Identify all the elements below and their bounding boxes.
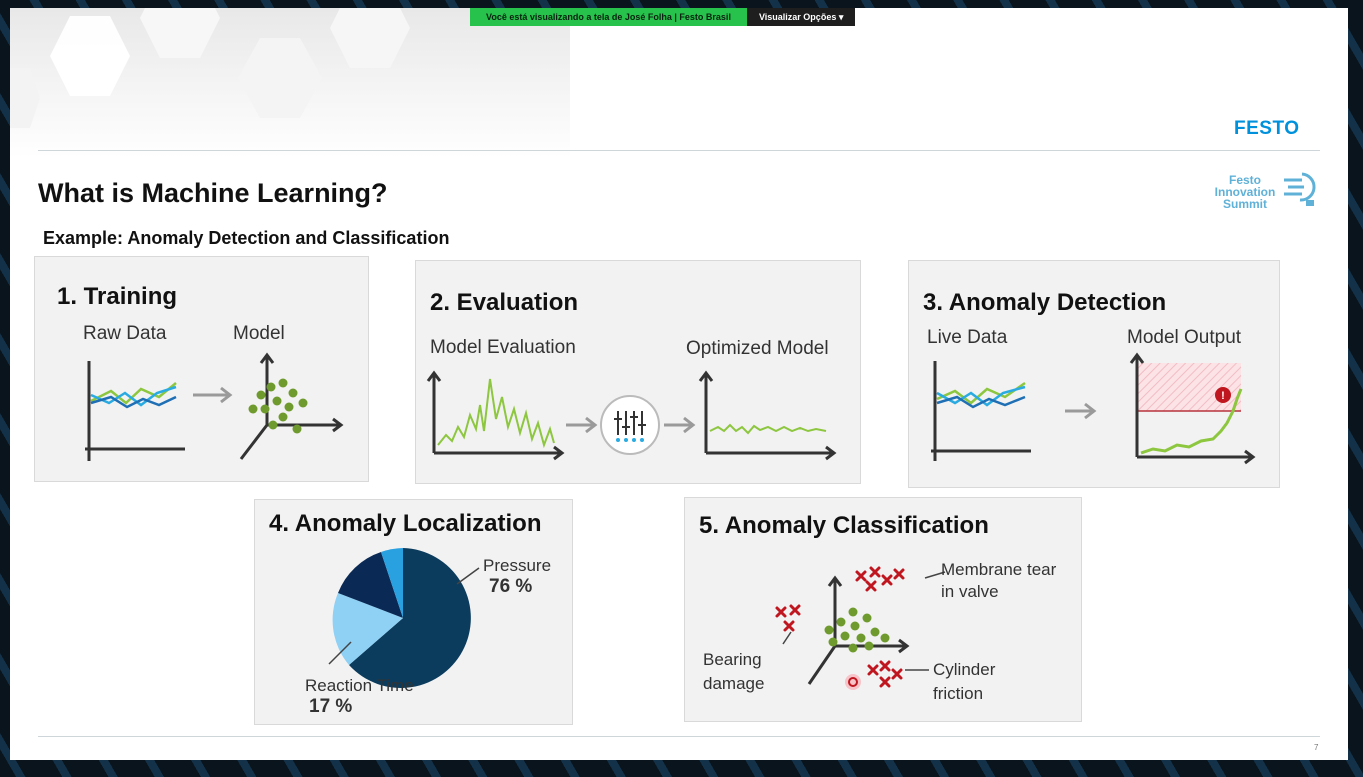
- pressure-value: 76 %: [489, 576, 533, 597]
- slide-subtitle: Example: Anomaly Detection and Classific…: [43, 228, 450, 248]
- tuning-sliders-icon: [600, 395, 660, 455]
- footer-divider: [38, 736, 1320, 737]
- optimized-model-chart: [698, 370, 837, 461]
- raw-data-chart: [85, 361, 185, 461]
- model-output-label: Model Output: [1127, 327, 1242, 348]
- header-divider: [38, 150, 1320, 151]
- membrane-tear-label-line2: in valve: [941, 582, 999, 601]
- chevron-down-icon: ▾: [838, 12, 844, 22]
- model-evaluation-chart: [426, 370, 565, 461]
- bearing-damage-label-line1: Bearing: [703, 650, 762, 669]
- cylinder-friction-label-line1: Cylinder: [933, 660, 996, 679]
- raw-data-label: Raw Data: [83, 323, 167, 344]
- hexagon-decoration: [10, 8, 570, 158]
- summit-line1: Festo: [1228, 173, 1261, 187]
- presentation-slide: FESTO What is Machine Learning? Example:…: [10, 8, 1348, 760]
- anomaly-classification-title: 5. Anomaly Classification: [699, 512, 989, 539]
- training-title: 1. Training: [57, 283, 178, 310]
- screen-share-notice: Você está visualizando a tela de José Fo…: [470, 8, 747, 26]
- reaction-time-label: Reaction Time: [305, 676, 414, 695]
- innovation-summit-logo: Festo Innovation Summit: [1210, 170, 1325, 214]
- pie-leader-lines: [328, 567, 480, 665]
- model-3d-scatter: [239, 352, 344, 460]
- evaluation-title: 2. Evaluation: [430, 289, 579, 316]
- arrow-right-icon: [566, 416, 598, 434]
- screen-share-bar: Você está visualizando a tela de José Fo…: [470, 8, 856, 26]
- model-output-chart: !: [1129, 352, 1256, 465]
- view-options-label: Visualizar Opções: [758, 12, 837, 22]
- lightbulb-icon: [1284, 172, 1316, 206]
- anomaly-detection-title: 3. Anomaly Detection: [923, 289, 1167, 316]
- anomaly-detection-panel: 3. Anomaly Detection Live Data Model Out…: [908, 260, 1280, 488]
- arrow-right-icon: [1065, 402, 1097, 420]
- arrow-right-icon: [664, 416, 696, 434]
- summit-line3: Summit: [1222, 197, 1267, 211]
- live-data-chart: [931, 361, 1031, 461]
- slide-title: What is Machine Learning?: [38, 178, 388, 208]
- optimized-model-label: Optimized Model: [686, 338, 829, 359]
- svg-text:!: !: [1221, 390, 1225, 402]
- pressure-label: Pressure: [483, 556, 552, 575]
- anomaly-localization-panel: 4. Anomaly Localization Pressure 76 % Re…: [254, 499, 573, 725]
- festo-logo: FESTO: [1234, 118, 1300, 139]
- anomaly-classification-panel: 5. Anomaly Classification: [684, 497, 1082, 722]
- summit-line2: Innovation: [1214, 185, 1276, 199]
- page-number: 7: [1314, 743, 1319, 752]
- training-panel: 1. Training Raw Data Model: [34, 256, 369, 482]
- reaction-time-value: 17 %: [309, 696, 353, 717]
- arrow-right-icon: [193, 386, 233, 404]
- anomaly-localization-title: 4. Anomaly Localization: [269, 510, 542, 537]
- model-label: Model: [233, 323, 285, 344]
- cylinder-friction-label-line2: friction: [933, 684, 984, 703]
- membrane-tear-label-line1: Membrane tear: [941, 560, 1057, 579]
- localization-pie-chart: [332, 548, 471, 688]
- view-options-button[interactable]: Visualizar Opções ▾: [746, 8, 856, 26]
- live-data-label: Live Data: [927, 327, 1008, 348]
- classification-scatter: [775, 566, 946, 690]
- evaluation-panel: 2. Evaluation Model Evaluation Optimized…: [415, 260, 861, 484]
- bearing-damage-label-line2: damage: [703, 674, 765, 693]
- model-evaluation-label: Model Evaluation: [430, 337, 576, 358]
